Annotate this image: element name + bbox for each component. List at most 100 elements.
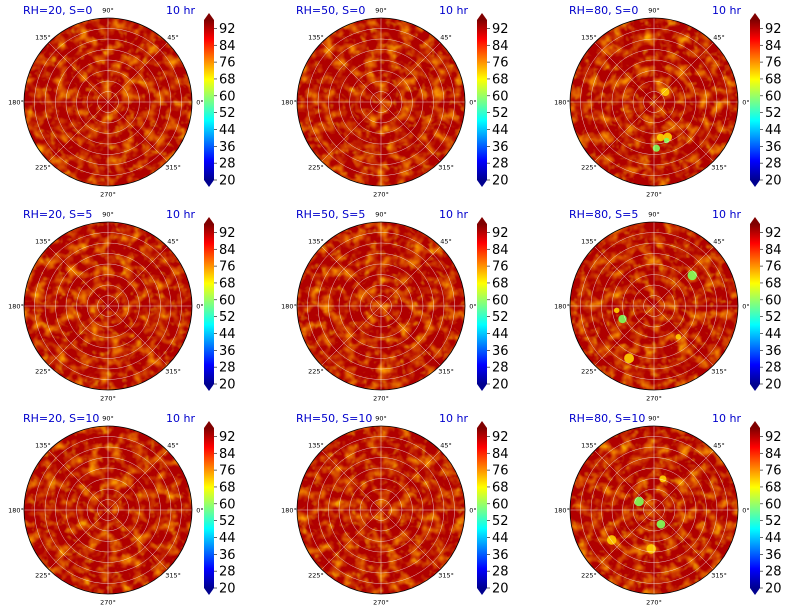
- colorbar-tick-label: 84: [492, 243, 509, 258]
- angle-tick-label: 315°: [438, 368, 454, 376]
- colorbar-tick-label: 52: [219, 514, 236, 529]
- colorbar-tick-label: 84: [765, 39, 782, 54]
- colorbar-tick-label: 60: [492, 89, 509, 104]
- polar-grid-spoke: [380, 305, 441, 366]
- colorbar-tick-label: 92: [492, 226, 509, 241]
- angle-tick-label: 90°: [375, 211, 387, 219]
- colorbar-tick-label: 76: [492, 56, 509, 71]
- angle-tick-label: 180°: [554, 303, 570, 311]
- colorbar-tick-label: 52: [219, 106, 236, 121]
- polar-heatmap-cell: [687, 270, 698, 281]
- colorbar-tick-label: 36: [765, 548, 782, 563]
- colorbar-tick-label: 52: [219, 310, 236, 325]
- angle-tick-label: 270°: [646, 191, 662, 199]
- colorbar-tick-label: 60: [219, 497, 236, 512]
- colorbar-tick-label: 84: [765, 447, 782, 462]
- angle-tick-label: 0°: [469, 507, 476, 515]
- colorbar-tick-label: 28: [492, 157, 509, 172]
- polar-grid-spoke: [321, 42, 382, 103]
- polar-frame: [296, 425, 466, 595]
- panel-title-left: RH=80, S=0: [569, 4, 638, 17]
- colorbar-extend-top: [750, 217, 760, 224]
- angle-tick-label: 0°: [742, 303, 749, 311]
- polar-frame: [296, 17, 466, 187]
- panel-title-right: 10 hr: [712, 412, 741, 425]
- angle-tick-label: 90°: [102, 415, 114, 423]
- polar-grid-spoke: [321, 246, 382, 307]
- polar-panel: 0° 45° 90° 135° 180° 225° 270° 315° RH=80, S=0 10…: [554, 4, 781, 199]
- colorbar-tick-label: 60: [492, 293, 509, 308]
- panel-title-left: RH=20, S=10: [23, 412, 99, 425]
- colorbar-tick-label: 92: [765, 226, 782, 241]
- angle-tick-label: 180°: [281, 303, 297, 311]
- colorbar: [204, 224, 214, 384]
- colorbar-extend-top: [750, 421, 760, 428]
- polar-heatmap-cell: [663, 137, 670, 144]
- polar-frame: [23, 17, 193, 187]
- polar-grid-spoke: [653, 101, 714, 162]
- colorbar-tick-label: 20: [765, 582, 782, 597]
- polar-grid-spoke: [107, 305, 168, 366]
- angle-tick-label: 45°: [440, 441, 452, 449]
- colorbar-tick-label: 84: [492, 39, 509, 54]
- colorbar-tick-label: 68: [219, 480, 236, 495]
- angle-tick-label: 225°: [35, 572, 51, 580]
- panel-title-left: RH=20, S=0: [23, 4, 92, 17]
- polar-grid-spoke: [48, 450, 109, 511]
- colorbar-tick-label: 76: [765, 56, 782, 71]
- polar-grid-spoke: [653, 305, 714, 366]
- colorbar-tick-label: 60: [219, 293, 236, 308]
- colorbar-tick-label: 36: [492, 140, 509, 155]
- angle-tick-label: 0°: [742, 99, 749, 107]
- colorbar-tick-label: 92: [219, 430, 236, 445]
- angle-tick-label: 225°: [581, 164, 597, 172]
- colorbar-tick-label: 20: [765, 174, 782, 189]
- colorbar-tick-label: 76: [219, 260, 236, 275]
- colorbar-tick-label: 92: [765, 22, 782, 37]
- angle-tick-label: 270°: [100, 191, 116, 199]
- polar-grid-spoke: [594, 305, 655, 366]
- angle-tick-label: 45°: [440, 237, 452, 245]
- colorbar-tick-label: 28: [492, 565, 509, 580]
- angle-tick-label: 90°: [102, 7, 114, 15]
- polar-grid-spoke: [594, 42, 655, 103]
- colorbar-tick-label: 76: [219, 464, 236, 479]
- angle-tick-label: 90°: [375, 415, 387, 423]
- polar-grid-spoke: [107, 509, 168, 570]
- angle-tick-label: 45°: [713, 237, 725, 245]
- colorbar-tick-label: 52: [492, 310, 509, 325]
- colorbar-tick-label: 36: [219, 548, 236, 563]
- colorbar-tick-label: 44: [492, 327, 509, 342]
- colorbar-tick-label: 36: [765, 344, 782, 359]
- polar-heatmap-cell: [613, 307, 620, 314]
- colorbar-tick-label: 44: [765, 327, 782, 342]
- colorbar: [750, 20, 760, 180]
- angle-tick-label: 315°: [711, 368, 727, 376]
- colorbar-tick-label: 68: [765, 72, 782, 87]
- angle-tick-label: 180°: [8, 303, 24, 311]
- panel-title-right: 10 hr: [166, 4, 195, 17]
- colorbar-tick-label: 44: [219, 123, 236, 138]
- colorbar-tick-label: 44: [492, 531, 509, 546]
- polar-frame: [296, 221, 466, 391]
- colorbar-extend-bottom: [477, 384, 487, 391]
- colorbar-tick-label: 92: [492, 22, 509, 37]
- polar-grid-spoke: [321, 450, 382, 511]
- panel-title-left: RH=50, S=0: [296, 4, 365, 17]
- colorbar-extend-bottom: [204, 588, 214, 595]
- colorbar-tick-label: 68: [492, 480, 509, 495]
- angle-tick-label: 135°: [35, 237, 51, 245]
- colorbar-tick-label: 44: [765, 123, 782, 138]
- colorbar-tick-label: 28: [219, 157, 236, 172]
- colorbar-tick-label: 52: [765, 514, 782, 529]
- polar-grid-spoke: [653, 509, 714, 570]
- colorbar-tick-label: 44: [219, 327, 236, 342]
- polar-heatmap-cell: [661, 87, 670, 97]
- colorbar-extend-top: [750, 13, 760, 20]
- colorbar-tick-label: 44: [492, 123, 509, 138]
- colorbar-tick-label: 76: [492, 260, 509, 275]
- angle-tick-label: 135°: [581, 441, 597, 449]
- colorbar-extend-bottom: [477, 588, 487, 595]
- colorbar-tick-label: 36: [765, 140, 782, 155]
